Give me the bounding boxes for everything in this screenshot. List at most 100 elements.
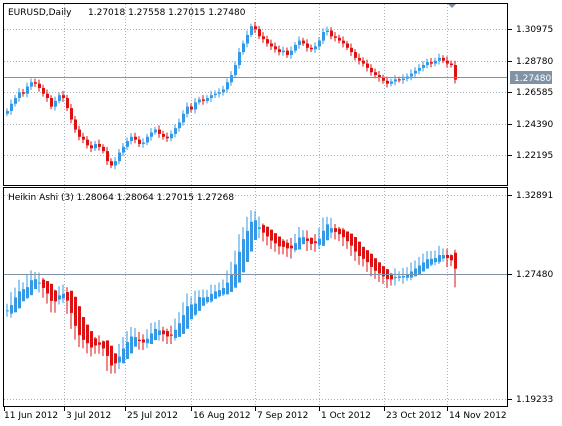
candle-body bbox=[22, 92, 25, 94]
ha-body bbox=[182, 315, 185, 334]
ha-body bbox=[370, 253, 373, 267]
candle-body bbox=[58, 95, 61, 101]
candle-body bbox=[310, 47, 313, 50]
candle-body bbox=[286, 50, 289, 55]
candle-body bbox=[130, 136, 133, 142]
candle-body bbox=[414, 70, 417, 74]
candle-body bbox=[426, 62, 429, 66]
price-label: 1.30975 bbox=[516, 25, 553, 35]
ha-body bbox=[254, 220, 257, 240]
candle-body bbox=[138, 139, 141, 144]
ha-body bbox=[302, 237, 305, 245]
ha-body bbox=[322, 230, 325, 246]
ha-body bbox=[262, 225, 265, 233]
candle-body bbox=[50, 98, 53, 107]
price-label: 1.24390 bbox=[516, 120, 553, 130]
candle-body bbox=[178, 122, 181, 129]
ha-body bbox=[350, 233, 353, 246]
ha-body bbox=[210, 293, 213, 302]
candle-body bbox=[174, 128, 177, 134]
ha-body bbox=[134, 337, 137, 347]
candle-body bbox=[446, 60, 449, 64]
symbol-label: EURUSD,Daily bbox=[8, 8, 72, 18]
ha-body bbox=[78, 306, 81, 336]
candle-body bbox=[454, 65, 457, 80]
candle-body bbox=[214, 93, 217, 96]
candle-body bbox=[326, 30, 329, 33]
candle-body bbox=[342, 40, 345, 44]
candle-body bbox=[6, 110, 9, 114]
candle-body bbox=[398, 79, 401, 81]
candle-body bbox=[334, 36, 337, 38]
ha-body bbox=[446, 255, 449, 259]
candle-body bbox=[198, 99, 201, 103]
ha-body bbox=[30, 280, 33, 296]
candle-body bbox=[86, 139, 89, 146]
ha-body bbox=[402, 275, 405, 278]
candle-body bbox=[250, 26, 253, 35]
ha-body bbox=[150, 333, 153, 345]
ha-body bbox=[326, 224, 329, 241]
candle-body bbox=[330, 30, 333, 37]
candle-body bbox=[70, 108, 73, 120]
ha-body bbox=[378, 262, 381, 274]
date-label: 16 Aug 2012 bbox=[193, 411, 251, 421]
candle-body bbox=[270, 43, 273, 47]
ha-body bbox=[162, 330, 165, 335]
candle-body bbox=[222, 89, 225, 93]
ha-body bbox=[310, 237, 313, 244]
candle-body bbox=[346, 43, 349, 48]
ha-body bbox=[170, 334, 173, 336]
candle-body bbox=[150, 132, 153, 137]
candle-body bbox=[370, 67, 373, 73]
shift-marker-icon[interactable] bbox=[448, 4, 456, 8]
candle-body bbox=[362, 60, 365, 64]
ha-body bbox=[334, 228, 337, 232]
ha-body bbox=[382, 266, 385, 277]
candle-body bbox=[98, 143, 101, 147]
candle-body bbox=[238, 52, 241, 66]
ha-body bbox=[314, 241, 317, 244]
candle-body bbox=[298, 40, 301, 45]
ha-body bbox=[306, 238, 309, 241]
date-label: 14 Nov 2012 bbox=[449, 411, 507, 421]
candle-body bbox=[226, 82, 229, 90]
ha-body bbox=[346, 231, 349, 242]
ha-body bbox=[358, 241, 361, 257]
ha-body bbox=[206, 296, 209, 303]
candle-body bbox=[54, 100, 57, 107]
ha-body bbox=[70, 290, 73, 313]
candle-body bbox=[378, 75, 381, 78]
ha-body bbox=[146, 338, 149, 344]
ha-body bbox=[286, 242, 289, 249]
price-label: 1.26585 bbox=[516, 88, 553, 98]
candle-body bbox=[142, 142, 145, 144]
ha-body bbox=[26, 287, 29, 299]
candle-body bbox=[126, 141, 129, 147]
ha-body bbox=[54, 290, 57, 302]
candle-body bbox=[146, 136, 149, 143]
candle-body bbox=[246, 34, 249, 44]
candle-body bbox=[170, 133, 173, 139]
ha-body bbox=[158, 330, 161, 335]
ha-body bbox=[290, 245, 293, 249]
ha-body bbox=[214, 291, 217, 299]
ha-body bbox=[426, 259, 429, 269]
ha-body bbox=[294, 243, 297, 251]
ha-body bbox=[406, 274, 409, 278]
candle-body bbox=[290, 50, 293, 55]
ha-body bbox=[450, 255, 453, 261]
main-candles bbox=[6, 21, 457, 170]
date-label: 25 Jul 2012 bbox=[127, 411, 178, 421]
ha-body bbox=[246, 230, 249, 262]
candle-body bbox=[366, 63, 369, 68]
ha-body bbox=[154, 328, 157, 341]
ha-body bbox=[130, 336, 133, 354]
ha-body bbox=[330, 228, 333, 233]
date-label: 11 Jun 2012 bbox=[4, 411, 58, 421]
candle-body bbox=[18, 92, 21, 99]
ha-body bbox=[18, 291, 21, 309]
candle-body bbox=[94, 143, 97, 149]
candle-body bbox=[266, 39, 269, 44]
